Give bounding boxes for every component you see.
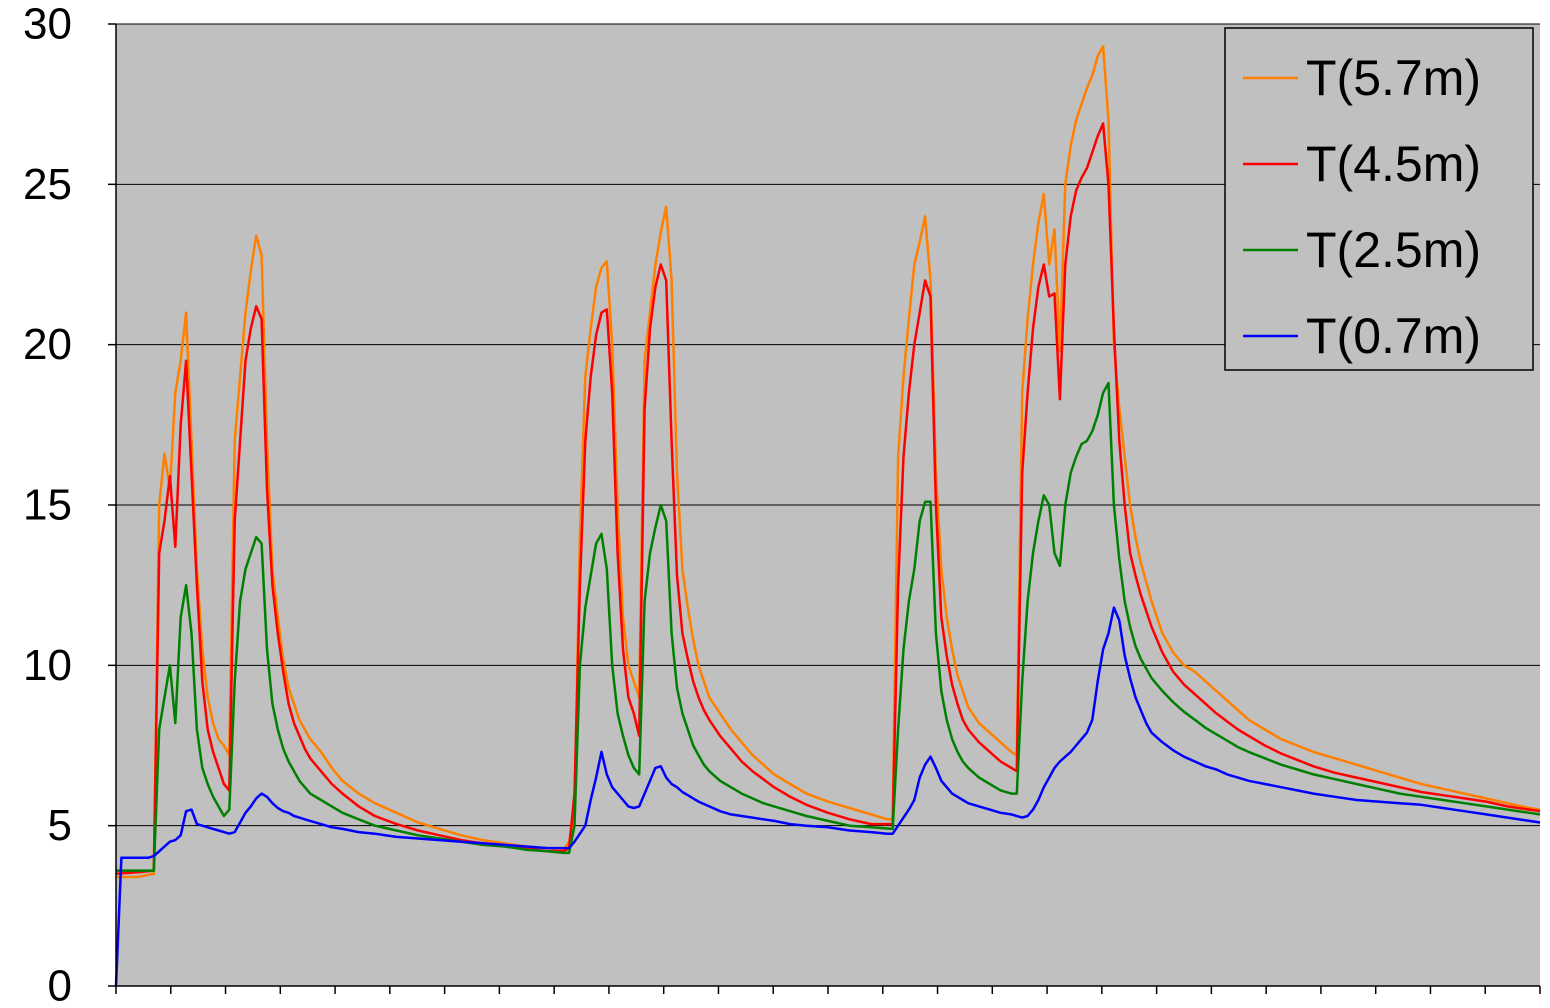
- y-tick-label: 10: [23, 641, 72, 690]
- series-line-3: [114, 606, 1541, 987]
- legend-label: T(5.7m): [1306, 50, 1481, 106]
- x-axis-ticks: [115, 986, 1541, 994]
- y-tick-label: 20: [23, 320, 72, 369]
- legend-label: T(2.5m): [1306, 222, 1481, 278]
- y-tick-label: 15: [23, 481, 72, 530]
- y-tick-label: 30: [23, 0, 72, 49]
- legend-box: [1224, 27, 1534, 371]
- legend-label: T(0.7m): [1306, 308, 1481, 364]
- legend-label: T(4.5m): [1306, 136, 1481, 192]
- y-tick-label: 0: [48, 962, 72, 1008]
- gridlines: [116, 23, 1540, 827]
- series-line-0: [116, 45, 1541, 879]
- series-line-1: [115, 122, 1541, 876]
- series-lines: [114, 45, 1541, 987]
- y-tick-label: 25: [23, 160, 72, 209]
- y-tick-label: 5: [48, 801, 72, 850]
- series-line-2: [116, 381, 1541, 872]
- y-axis-ticks: 0 5 10 15 20 25 30: [23, 0, 116, 1008]
- legend: T(5.7m) T(4.5m) T(2.5m) T(0.7m): [1224, 27, 1534, 371]
